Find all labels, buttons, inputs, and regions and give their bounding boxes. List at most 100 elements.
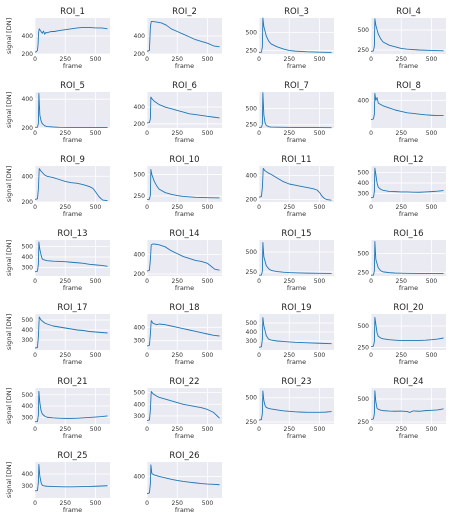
subplot-8: ROI_8 0 250 500 400 frame [358, 81, 446, 144]
signal-line [370, 390, 444, 420]
subplot-title: ROI_7 [284, 81, 309, 91]
y-tick-label: 500 [358, 27, 370, 34]
x-tick-label: 250 [172, 500, 184, 507]
x-tick-label: 0 [33, 352, 37, 359]
x-tick-label: 0 [33, 56, 37, 63]
y-tick-label: 200 [134, 51, 146, 58]
y-tick-label: 300 [22, 265, 34, 272]
x-tick-label: 0 [33, 204, 37, 211]
x-tick-label: 500 [202, 352, 214, 359]
subplot-title: ROI_23 [281, 377, 311, 387]
subplot-5: ROI_5 0 250 500 200 400 frame signal [DN] [5, 81, 110, 144]
signal-line [370, 241, 444, 276]
x-tick-label: 0 [145, 278, 149, 285]
y-axis-label: signal [DN] [5, 314, 13, 350]
x-tick-label: 500 [202, 130, 214, 137]
signal-line [259, 92, 332, 129]
subplot-9: ROI_9 0 250 500 200 400 frame signal [DN] [5, 155, 110, 218]
plot-area [371, 18, 446, 54]
x-tick-label: 250 [396, 204, 408, 211]
x-tick-label: 500 [202, 56, 214, 63]
x-axis-label: frame [63, 432, 82, 440]
subplot-title: ROI_18 [169, 303, 199, 313]
subplot-title: ROI_1 [60, 7, 85, 17]
signal-line [258, 390, 332, 421]
x-axis-label: frame [399, 210, 418, 218]
x-tick-label: 250 [284, 426, 296, 433]
y-tick-label: 500 [134, 172, 146, 179]
x-tick-label: 250 [284, 204, 296, 211]
y-tick-label: 400 [246, 173, 258, 180]
subplot-title: ROI_10 [169, 155, 199, 165]
x-tick-label: 500 [202, 426, 214, 433]
subplot-12: ROI_12 0 250 500 300 400 500 frame [358, 155, 446, 218]
y-tick-label: 500 [246, 395, 258, 402]
x-tick-label: 0 [369, 278, 373, 285]
x-axis-label: frame [63, 358, 82, 366]
subplot-22: ROI_22 0 250 500 300 400 500 frame [134, 377, 222, 440]
x-tick-label: 500 [90, 130, 102, 137]
subplot-title: ROI_17 [57, 303, 87, 313]
subplot-title: ROI_6 [172, 81, 197, 91]
plot-area [259, 388, 334, 424]
plot-area [371, 240, 446, 276]
subplot-title: ROI_12 [393, 155, 423, 165]
x-axis-label: frame [399, 358, 418, 366]
y-tick-label: 200 [22, 51, 34, 58]
y-tick-label: 400 [134, 104, 146, 111]
x-tick-label: 250 [60, 130, 72, 137]
y-tick-label: 500 [246, 29, 258, 36]
signal-line [146, 320, 220, 347]
x-axis-label: frame [175, 506, 194, 514]
signal-line [258, 241, 332, 276]
x-tick-label: 0 [369, 352, 373, 359]
signal-line [146, 168, 220, 200]
subplot-title: ROI_9 [60, 155, 85, 165]
subplot-title: ROI_25 [57, 451, 87, 461]
y-tick-label: 250 [246, 419, 258, 426]
subplot-title: ROI_16 [393, 229, 423, 239]
subplot-title: ROI_22 [169, 377, 199, 387]
signal-line [370, 316, 444, 348]
x-tick-label: 0 [257, 130, 261, 137]
x-tick-label: 500 [426, 204, 438, 211]
y-tick-label: 400 [22, 33, 34, 40]
x-tick-label: 500 [426, 56, 438, 63]
subplot-title: ROI_14 [169, 229, 199, 239]
y-tick-label: 400 [22, 96, 34, 103]
y-tick-label: 400 [358, 180, 370, 187]
signal-line [146, 243, 220, 272]
y-tick-label: 400 [134, 324, 146, 331]
y-tick-label: 250 [246, 122, 258, 129]
signal-line [370, 18, 444, 53]
y-tick-label: 400 [134, 473, 146, 480]
x-tick-label: 0 [257, 56, 261, 63]
y-tick-label: 400 [22, 471, 34, 478]
x-axis-label: frame [399, 432, 418, 440]
plot-area [35, 166, 110, 202]
x-tick-label: 250 [172, 278, 184, 285]
y-tick-label: 400 [22, 173, 34, 180]
y-tick-label: 500 [358, 396, 370, 403]
subplot-26: ROI_26 0 250 500 400 frame [134, 451, 222, 514]
subplot-title: ROI_13 [57, 229, 87, 239]
y-tick-label: 400 [22, 327, 34, 334]
signal-line [370, 92, 444, 121]
subplot-17: ROI_17 0 250 500 300 400 500 frame signal [DN] [5, 303, 110, 366]
x-tick-label: 500 [202, 278, 214, 285]
x-tick-label: 0 [145, 204, 149, 211]
x-axis-label: frame [399, 62, 418, 70]
y-tick-label: 250 [358, 269, 370, 276]
plot-area [35, 462, 110, 498]
subplot-title: ROI_11 [281, 155, 311, 165]
x-axis-label: frame [63, 136, 82, 144]
y-tick-label: 300 [134, 338, 146, 345]
x-axis-label: frame [175, 358, 194, 366]
y-tick-label: 400 [134, 252, 146, 259]
y-tick-label: 300 [22, 337, 34, 344]
subplot-3: ROI_3 0 250 500 250 500 frame [246, 7, 334, 70]
y-tick-label: 200 [22, 125, 34, 132]
subplot-title: ROI_20 [393, 303, 423, 313]
subplot-11: ROI_11 0 250 500 200 400 frame [246, 155, 334, 218]
y-tick-label: 500 [358, 323, 370, 330]
